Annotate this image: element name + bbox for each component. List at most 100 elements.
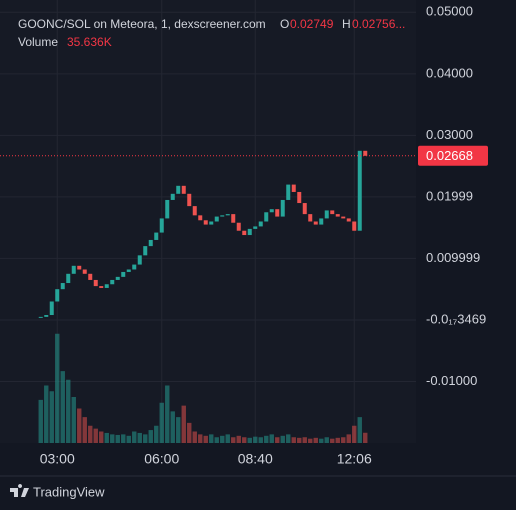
- x-tick-label: 12:06: [337, 451, 372, 467]
- y-tick-label: -0.01000: [426, 373, 477, 388]
- candle-body: [258, 221, 263, 227]
- volume-bar: [93, 428, 98, 443]
- volume-bar: [346, 434, 351, 443]
- last-price-label: 0.02668: [426, 148, 473, 163]
- volume-bar: [341, 437, 346, 443]
- volume-bar: [357, 417, 362, 443]
- tv-logo: [10, 484, 29, 497]
- volume-bar: [187, 422, 192, 443]
- volume-bar: [236, 435, 241, 443]
- volume-bar: [170, 411, 175, 443]
- candle-body: [346, 218, 351, 222]
- candle-body: [214, 216, 219, 222]
- volume-bar: [44, 385, 49, 443]
- candle-body: [198, 215, 203, 221]
- volume-bar: [181, 405, 186, 443]
- volume-bar: [291, 437, 296, 443]
- candle-body: [330, 210, 335, 215]
- candle-body: [297, 191, 302, 204]
- open-label: O: [280, 17, 289, 31]
- volume-bar: [82, 417, 87, 443]
- volume-bar: [121, 434, 126, 443]
- volume-bar: [77, 408, 82, 443]
- candle-body: [203, 220, 208, 225]
- volume-bar: [242, 437, 247, 443]
- volume-bar: [209, 434, 214, 443]
- volume-bar: [335, 437, 340, 443]
- candle-body: [357, 150, 362, 231]
- candle-body: [88, 273, 93, 280]
- x-tick-label: 08:40: [238, 451, 273, 467]
- volume-label: Volume: [18, 35, 58, 49]
- volume-bar: [286, 434, 291, 443]
- y-tick-label: 0.009999: [426, 250, 480, 265]
- y-tick-label: 0.01999: [426, 188, 473, 203]
- logo-icon: [10, 484, 29, 497]
- volume-bar: [280, 435, 285, 443]
- candle-body: [286, 184, 291, 200]
- candle-body: [269, 209, 274, 213]
- candle-body: [110, 279, 115, 285]
- volume-bar: [38, 399, 43, 443]
- x-tick-label: 06:00: [144, 451, 179, 467]
- candle-body: [225, 214, 230, 216]
- volume-bar: [269, 434, 274, 443]
- candle-body: [176, 185, 181, 194]
- volume-bar: [203, 435, 208, 443]
- candle-body: [93, 279, 98, 287]
- volume-bar: [159, 402, 164, 443]
- volume-bar: [71, 397, 76, 443]
- candle-body: [181, 185, 186, 194]
- volume-value: 35.636K: [67, 35, 112, 49]
- y-tick-label: 0.03000: [426, 127, 473, 142]
- volume-bar: [104, 432, 109, 443]
- high-value: 0.02756...: [352, 17, 405, 31]
- last-price-tag: [418, 145, 488, 166]
- volume-bar: [330, 438, 335, 443]
- volume-bar: [231, 437, 236, 443]
- volume-bar: [137, 432, 142, 443]
- volume-bar: [225, 434, 230, 443]
- volume-bar: [115, 434, 120, 443]
- candle-body: [264, 212, 269, 222]
- volume-bar: [308, 438, 313, 443]
- volume-bar: [192, 431, 197, 443]
- volume-bar: [148, 430, 153, 443]
- volume-bar: [264, 435, 269, 443]
- candle-body: [71, 265, 76, 274]
- candle-body: [170, 193, 175, 200]
- volume-bar: [297, 437, 302, 443]
- open-value: 0.02749: [290, 17, 334, 31]
- candle-body: [159, 218, 164, 233]
- candle-body: [324, 210, 329, 219]
- candle-body: [187, 193, 192, 207]
- candle-body: [38, 316, 43, 318]
- candle-body: [242, 230, 247, 236]
- volume-bar: [363, 432, 368, 443]
- volume-bar: [352, 425, 357, 443]
- candle-body: [66, 273, 71, 284]
- candle-body: [363, 150, 368, 156]
- candle-body: [44, 315, 49, 317]
- axes: 0.05000 0.04000 0.03000 0.01999 0.009999 -0.0…: [40, 4, 486, 467]
- candle-body: [341, 216, 346, 219]
- candle-body: [313, 221, 318, 225]
- volume-bar: [198, 434, 203, 443]
- candle-body: [253, 226, 258, 229]
- candle-layer: [38, 150, 368, 318]
- candle-body: [209, 221, 214, 225]
- candle-body: [236, 222, 241, 231]
- candle-body: [308, 214, 313, 222]
- candle-body: [352, 221, 357, 231]
- volume-bar: [49, 391, 54, 443]
- symbol: GOONC/SOL on Meteora, 1, dexscreener.com: [18, 17, 266, 31]
- volume-bar: [302, 437, 307, 443]
- candle-body: [192, 206, 197, 216]
- brand: TradingView: [33, 484, 105, 499]
- candle-body: [319, 218, 324, 225]
- volume-bar: [258, 437, 263, 443]
- volume-bar: [99, 431, 104, 443]
- volume-bar: [214, 437, 219, 443]
- volume-bar: [319, 438, 324, 443]
